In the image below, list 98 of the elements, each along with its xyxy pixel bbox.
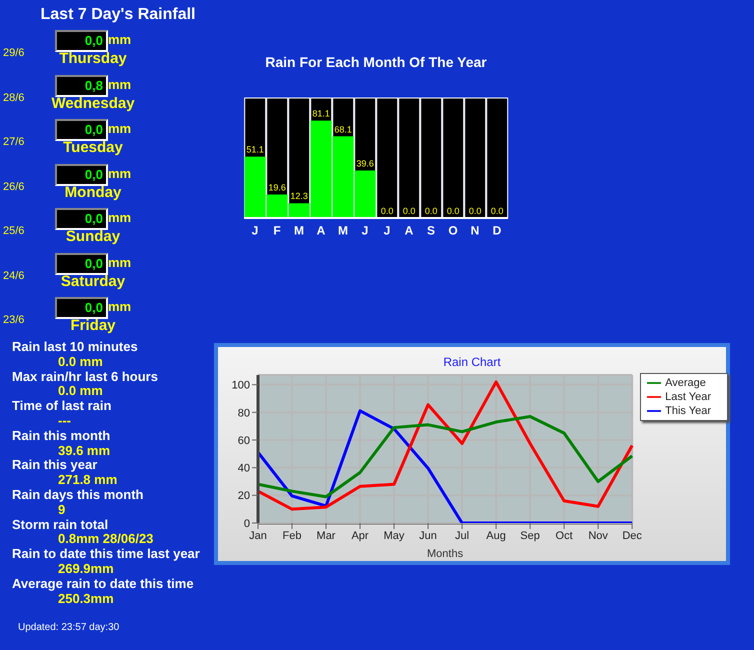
text: 0.8mm 28/06/23 xyxy=(57,531,154,548)
text: 269.9mm xyxy=(57,560,115,577)
line-series xyxy=(256,380,634,511)
data-label: 0.0 xyxy=(380,206,394,216)
x-tick-label: Jun xyxy=(419,530,437,542)
data-label: 51.1 xyxy=(246,144,264,155)
chart-title: Rain Chart xyxy=(442,355,502,369)
x-tick-label: Jan xyxy=(249,530,267,542)
x-tick-label: A xyxy=(404,224,414,238)
data-label: 68.1 xyxy=(334,124,352,134)
text: 0,8 xyxy=(84,78,103,92)
text: 27/6 xyxy=(3,136,24,148)
x-tick-label: M xyxy=(294,224,304,238)
data-label: 0.0 xyxy=(424,206,438,216)
text: 0,0 xyxy=(84,211,103,226)
text: Last 7 Day's Rainfall xyxy=(40,6,196,24)
y-tick-label: 20 xyxy=(238,490,250,502)
text: Time of last rain xyxy=(11,398,112,414)
text: Tuesday xyxy=(62,139,124,156)
text: 0,0 xyxy=(84,256,103,270)
x-tick-label: Nov xyxy=(588,530,608,542)
x-tick-label: May xyxy=(384,530,405,542)
chart-title: Rain For Each Month Of The Year xyxy=(264,54,488,70)
y-tick-label: 40 xyxy=(238,462,250,475)
text: mm xyxy=(108,121,132,136)
text: Rain to date this time last year xyxy=(11,546,201,562)
x-tick-label: Oct xyxy=(556,530,573,542)
text: Saturday xyxy=(60,272,126,290)
text: 271.8 mm xyxy=(57,472,118,488)
y-tick-label: 60 xyxy=(238,434,250,447)
x-tick-label: D xyxy=(492,224,502,238)
x-tick-label: Mar xyxy=(316,530,336,542)
text: 29/6 xyxy=(3,47,24,59)
data-label: 81.1 xyxy=(312,108,330,119)
text: Updated: 23:57 day:30 xyxy=(17,622,120,634)
x-tick-label: J xyxy=(362,224,368,238)
text: Average rain to date this time xyxy=(11,576,195,592)
text: mm xyxy=(108,76,132,92)
y-tick-label: 100 xyxy=(232,380,250,392)
text: Rain this year xyxy=(11,457,98,474)
text: --- xyxy=(57,412,72,429)
text: 39.6 mm xyxy=(57,442,112,458)
text: Friday xyxy=(69,317,116,334)
y-tick-label: 80 xyxy=(238,407,250,420)
x-tick-label: Apr xyxy=(351,530,369,542)
x-tick-label: J xyxy=(252,224,258,238)
text: 0.0 mm xyxy=(57,354,104,370)
text: 250.3mm xyxy=(58,590,115,606)
x-tick-label: J xyxy=(384,224,390,238)
text: Thursday xyxy=(58,50,128,67)
legend-label: This Year xyxy=(665,404,711,417)
text: Rain last 10 minutes xyxy=(11,339,139,355)
x-tick-label: Feb xyxy=(282,530,302,542)
text: 0,0 xyxy=(84,33,103,48)
text: 26/6 xyxy=(3,180,24,192)
text: 28/6 xyxy=(3,92,24,104)
text: Sunday xyxy=(64,228,122,245)
text: 0,0 xyxy=(84,300,103,315)
text: Wednesday xyxy=(50,94,136,112)
data-label: 0.0 xyxy=(490,206,504,216)
text: Rain days this month xyxy=(11,486,144,503)
text: Monday xyxy=(64,184,122,200)
x-tick-label: S xyxy=(426,224,436,238)
text: Rain this month xyxy=(11,428,112,444)
text: mm xyxy=(108,210,132,225)
text: 24/6 xyxy=(3,270,24,282)
data-label: 0.0 xyxy=(402,206,416,216)
y-tick-label: 0 xyxy=(244,518,250,530)
x-tick-label: O xyxy=(448,224,458,238)
x-tick-label: F xyxy=(273,224,281,238)
x-tick-label: Dec xyxy=(622,530,642,542)
data-label: 12.3 xyxy=(290,191,308,202)
text: Storm rain total xyxy=(11,516,110,532)
legend-label: Last Year xyxy=(665,390,711,403)
text: mm xyxy=(108,299,132,314)
data-label: 0.0 xyxy=(446,206,460,216)
data-label: 19.6 xyxy=(268,182,286,192)
x-tick-label: Sep xyxy=(520,530,540,542)
text: 0,0 xyxy=(84,166,103,182)
x-axis-title: Months xyxy=(427,548,464,560)
line-series xyxy=(256,414,634,498)
text: 23/6 xyxy=(3,314,24,326)
data-label: 39.6 xyxy=(356,158,374,168)
data-label: 0.0 xyxy=(468,206,482,216)
text: 25/6 xyxy=(3,225,24,237)
text: 9 xyxy=(58,502,66,518)
x-tick-label: Aug xyxy=(486,530,506,542)
text: Max rain/hr last 6 hours xyxy=(11,368,159,384)
x-tick-label: N xyxy=(470,224,480,238)
x-tick-label: A xyxy=(316,224,326,238)
text: mm xyxy=(108,32,132,47)
text: mm xyxy=(108,254,132,270)
x-tick-label: Jul xyxy=(455,530,470,542)
legend-label: Average xyxy=(665,376,706,389)
text: mm xyxy=(108,166,132,180)
x-tick-label: M xyxy=(338,224,348,238)
text: 0,0 xyxy=(84,122,103,137)
text: 0.0 mm xyxy=(57,383,104,400)
